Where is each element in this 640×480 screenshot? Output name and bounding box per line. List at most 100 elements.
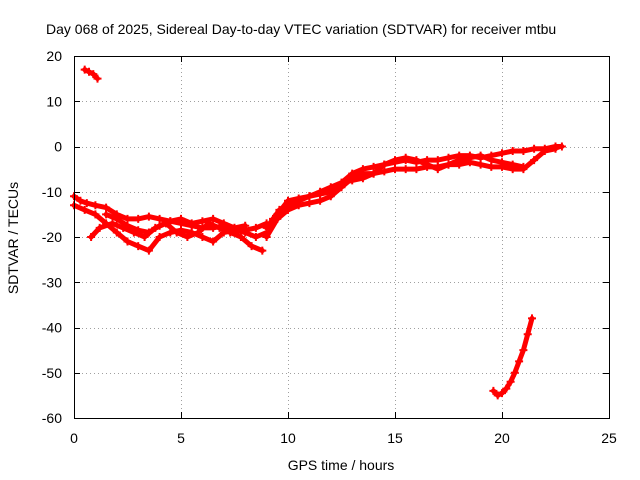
series-line (490, 315, 535, 398)
data-point (258, 246, 267, 255)
x-tick-labels: 0 5 10 15 20 25 (70, 430, 617, 446)
data-point (530, 156, 539, 165)
x-tick-label: 25 (601, 430, 617, 446)
data-point (498, 389, 506, 398)
data-point (241, 221, 250, 230)
x-axis-label: GPS time / hours (288, 457, 395, 473)
data-point (305, 192, 314, 201)
data-point (236, 233, 245, 241)
data-point (401, 165, 410, 174)
data-point (316, 187, 325, 196)
data-point (251, 223, 260, 232)
data-point (215, 223, 224, 232)
data-point (465, 153, 474, 162)
data-point (358, 174, 367, 183)
x-tick-label: 10 (280, 430, 296, 446)
data-point (557, 142, 566, 151)
data-point (369, 169, 378, 178)
data-point (444, 153, 453, 162)
x-tick-label: 0 (70, 430, 78, 446)
data-point (85, 67, 93, 76)
data-point (187, 219, 196, 228)
x-tick-label: 15 (387, 430, 403, 446)
data-point (305, 199, 314, 208)
data-point (209, 237, 218, 246)
data-point (140, 233, 149, 241)
data-point (391, 165, 399, 174)
data-point (487, 156, 496, 165)
series-band-4 (102, 210, 250, 237)
data-point (123, 221, 132, 230)
series-line (264, 146, 558, 240)
data-point (284, 205, 292, 214)
data-point (294, 201, 303, 210)
data-point (498, 149, 506, 158)
data-point (91, 210, 100, 219)
y-axis-label: SDTVAR / TECUs (5, 182, 21, 294)
data-point (487, 162, 496, 171)
data-point (455, 156, 464, 165)
data-point (508, 147, 517, 155)
data-point (540, 147, 549, 155)
data-point (273, 210, 282, 219)
data-point (102, 203, 111, 212)
data-point (476, 151, 485, 160)
data-point (519, 346, 528, 355)
data-point (76, 196, 85, 205)
data-point (166, 217, 175, 226)
y-tick-label: 20 (46, 48, 62, 64)
data-point (476, 160, 485, 169)
data-point (444, 160, 453, 169)
data-point (326, 192, 335, 201)
data-point (198, 233, 207, 241)
data-point (89, 70, 98, 79)
data-point (209, 214, 218, 223)
data-point (498, 158, 506, 167)
data-point (519, 147, 528, 155)
data-point (134, 242, 143, 251)
data-point (112, 228, 121, 237)
data-point (412, 165, 421, 174)
data-point (123, 237, 132, 246)
data-point (506, 377, 515, 386)
series-early-fragment (80, 65, 102, 83)
data-point (194, 228, 203, 237)
data-point (112, 214, 121, 223)
data-point (433, 156, 442, 165)
data-point (326, 183, 335, 192)
data-point (87, 233, 96, 241)
series-rise-3 (273, 151, 528, 219)
y-tick-label: -20 (42, 229, 62, 245)
x-tick-label: 5 (177, 430, 185, 446)
data-point (493, 391, 502, 400)
y-tick-label: -50 (42, 365, 62, 381)
y-tick-label: -30 (42, 274, 62, 290)
y-tick-label: 10 (46, 93, 62, 109)
series-late-fragment (489, 314, 536, 400)
data-point (433, 165, 442, 174)
data-point (102, 210, 111, 219)
data-point (241, 228, 250, 237)
data-point (523, 330, 532, 339)
series-rise-1 (262, 142, 566, 232)
data-point (134, 226, 143, 235)
data-point (93, 74, 102, 83)
data-point (91, 201, 100, 210)
data-point (144, 228, 153, 237)
data-point (502, 384, 511, 393)
data-point (515, 357, 524, 366)
data-point (348, 176, 357, 185)
data-point (489, 386, 498, 395)
data-point (262, 233, 271, 241)
data-point (226, 228, 235, 237)
data-point (284, 196, 292, 205)
data-point (219, 219, 228, 228)
data-point (144, 246, 153, 255)
data-point (530, 144, 539, 153)
data-point (183, 233, 192, 241)
data-point (144, 212, 153, 221)
data-point (172, 228, 181, 237)
y-tick-label: -10 (42, 184, 62, 200)
x-tick-label: 20 (494, 430, 510, 446)
